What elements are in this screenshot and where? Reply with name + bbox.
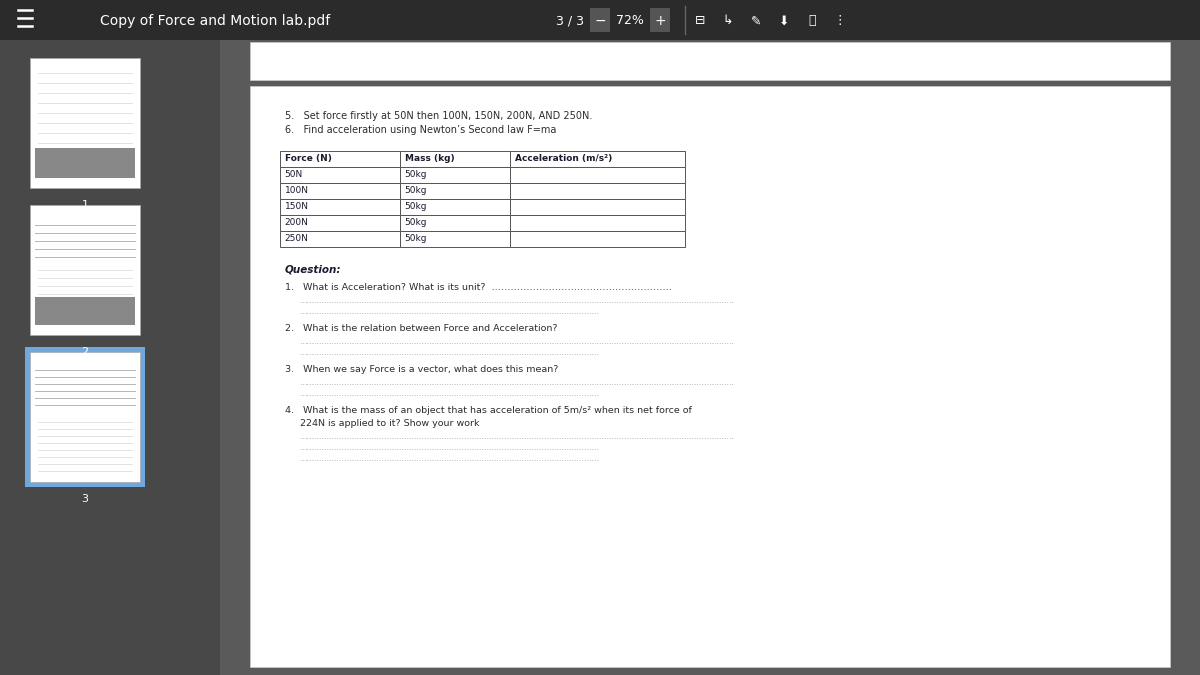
Bar bbox=[400, 199, 510, 215]
Text: +: + bbox=[654, 14, 666, 28]
Bar bbox=[0, 0, 1200, 40]
Text: …………………………………………………………………………………………………………: ………………………………………………………………………………………………………… bbox=[300, 389, 600, 398]
Text: 50kg: 50kg bbox=[404, 234, 427, 243]
Bar bbox=[400, 151, 510, 167]
Text: …………………………………………………………………………………………………………………………………………………………: …………………………………………………………………………………………………………… bbox=[300, 296, 734, 305]
Bar bbox=[510, 151, 684, 167]
Text: Copy of Force and Motion lab.pdf: Copy of Force and Motion lab.pdf bbox=[100, 14, 330, 28]
Bar bbox=[30, 352, 140, 482]
Text: …………………………………………………………………………………………………………………………………………………………: …………………………………………………………………………………………………………… bbox=[300, 378, 734, 387]
Text: 3: 3 bbox=[82, 494, 89, 504]
Text: 50kg: 50kg bbox=[404, 218, 427, 227]
Bar bbox=[0, 40, 220, 675]
Text: …………………………………………………………………………………………………………………………………………………………: …………………………………………………………………………………………………………… bbox=[300, 337, 734, 346]
Bar bbox=[590, 8, 610, 32]
Text: 50kg: 50kg bbox=[404, 186, 427, 195]
Text: 250N: 250N bbox=[284, 234, 308, 243]
Text: Force (N): Force (N) bbox=[284, 155, 331, 163]
Text: 3.   When we say Force is a vector, what does this mean?: 3. When we say Force is a vector, what d… bbox=[284, 364, 558, 374]
Text: 2.   What is the relation between Force and Acceleration?: 2. What is the relation between Force an… bbox=[284, 324, 557, 333]
Text: ✎: ✎ bbox=[751, 14, 761, 27]
Text: 224N is applied to it? Show your work: 224N is applied to it? Show your work bbox=[284, 418, 479, 428]
Text: …………………………………………………………………………………………………………: ………………………………………………………………………………………………………… bbox=[300, 454, 600, 463]
Text: 1.   What is Acceleration? What is its unit?  …………………………………………………: 1. What is Acceleration? What is its uni… bbox=[284, 283, 672, 292]
Bar bbox=[400, 167, 510, 183]
Bar bbox=[280, 231, 400, 247]
Bar bbox=[510, 215, 684, 231]
Bar bbox=[510, 167, 684, 183]
Text: Question:: Question: bbox=[284, 265, 341, 275]
Text: …………………………………………………………………………………………………………: ………………………………………………………………………………………………………… bbox=[300, 307, 600, 316]
Bar bbox=[400, 231, 510, 247]
Text: ⎙: ⎙ bbox=[809, 14, 816, 27]
Text: 6.   Find acceleration using Newton’s Second law F=ma: 6. Find acceleration using Newton’s Seco… bbox=[284, 125, 556, 135]
Bar bbox=[400, 183, 510, 199]
Bar bbox=[30, 58, 140, 188]
Text: −: − bbox=[594, 14, 606, 28]
Bar bbox=[250, 42, 1170, 80]
Bar bbox=[250, 86, 1170, 667]
Bar bbox=[30, 205, 140, 335]
Text: ↳: ↳ bbox=[722, 14, 733, 27]
Text: …………………………………………………………………………………………………………………………………………………………: …………………………………………………………………………………………………………… bbox=[300, 432, 734, 441]
Text: ⬇: ⬇ bbox=[779, 14, 790, 27]
Text: 150N: 150N bbox=[284, 202, 308, 211]
Text: 1: 1 bbox=[82, 200, 89, 210]
Bar bbox=[220, 40, 1200, 675]
Text: Acceleration (m/s²): Acceleration (m/s²) bbox=[515, 155, 612, 163]
Bar bbox=[510, 231, 684, 247]
Text: 100N: 100N bbox=[284, 186, 308, 195]
Text: …………………………………………………………………………………………………………: ………………………………………………………………………………………………………… bbox=[300, 348, 600, 357]
Text: 4.   What is the mass of an object that has acceleration of 5m/s² when its net f: 4. What is the mass of an object that ha… bbox=[284, 406, 691, 415]
Text: 200N: 200N bbox=[284, 218, 308, 227]
Bar bbox=[510, 183, 684, 199]
Bar bbox=[35, 297, 134, 325]
Text: 50kg: 50kg bbox=[404, 170, 427, 180]
Text: 50N: 50N bbox=[284, 170, 302, 180]
Text: …………………………………………………………………………………………………………: ………………………………………………………………………………………………………… bbox=[300, 443, 600, 452]
Bar bbox=[280, 215, 400, 231]
Text: ⋮: ⋮ bbox=[834, 14, 846, 27]
Bar bbox=[510, 199, 684, 215]
Bar bbox=[25, 347, 145, 487]
Bar bbox=[400, 215, 510, 231]
Text: 50kg: 50kg bbox=[404, 202, 427, 211]
Bar bbox=[280, 199, 400, 215]
Text: 5.   Set force firstly at 50N then 100N, 150N, 200N, AND 250N.: 5. Set force firstly at 50N then 100N, 1… bbox=[284, 111, 592, 121]
Bar bbox=[280, 151, 400, 167]
Bar bbox=[650, 8, 670, 32]
Text: 3 / 3: 3 / 3 bbox=[556, 14, 584, 27]
Text: 2: 2 bbox=[82, 347, 89, 357]
Text: Mass (kg): Mass (kg) bbox=[404, 155, 455, 163]
Bar bbox=[280, 167, 400, 183]
Text: 72%: 72% bbox=[616, 14, 644, 27]
Bar bbox=[35, 148, 134, 178]
Bar bbox=[280, 183, 400, 199]
Text: ⊟: ⊟ bbox=[695, 14, 706, 27]
